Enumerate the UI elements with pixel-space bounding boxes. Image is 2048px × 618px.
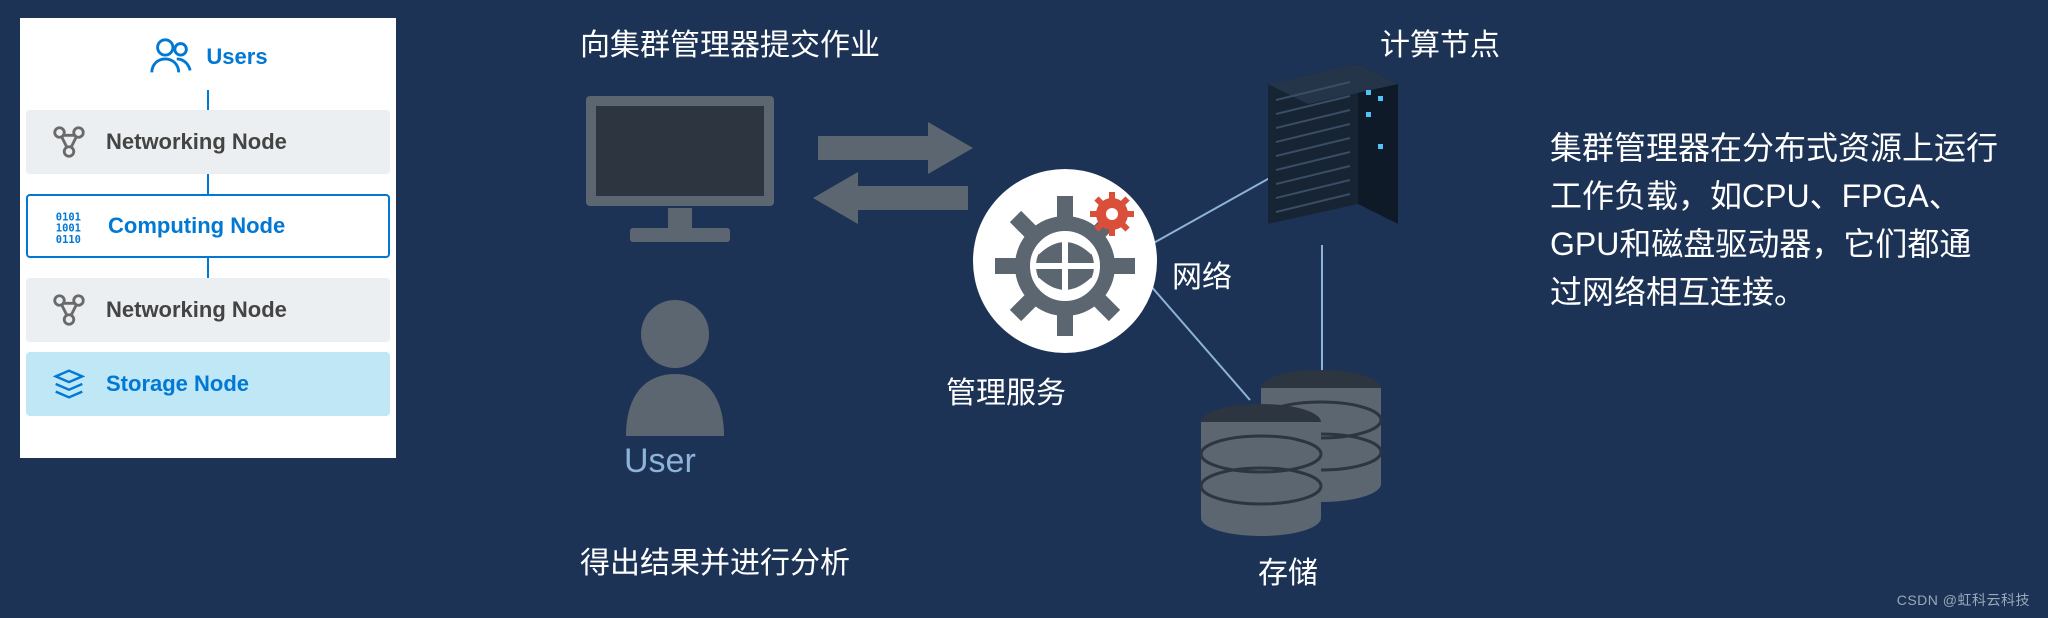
net-icon: [50, 291, 88, 329]
label-storage: 存储: [1258, 548, 1318, 592]
net-icon: [50, 123, 88, 161]
description-paragraph: 集群管理器在分布式资源上运行工作负载，如CPU、FPGA、GPU和磁盘驱动器，它…: [1550, 124, 2000, 316]
label-network: 网络: [1172, 252, 1232, 296]
label-submit: 向集群管理器提交作业: [580, 20, 880, 64]
node-label: Networking Node: [106, 297, 287, 323]
label-compute: 计算节点: [1380, 20, 1500, 64]
storage-icon: [1196, 366, 1396, 546]
server-icon: [1228, 54, 1408, 244]
monitor-icon: [580, 90, 780, 250]
stack-icon: [50, 365, 88, 403]
watermark: CSDN @虹科云科技: [1897, 590, 2030, 610]
arrows-icon: [808, 118, 978, 228]
user-icon: [616, 296, 734, 436]
svg-text:0101: 0101: [56, 211, 81, 223]
users-icon: [148, 34, 194, 80]
node-networking-1: Networking Node: [26, 110, 390, 174]
label-result: 得出结果并进行分析: [580, 538, 850, 582]
connector: [207, 174, 209, 194]
node-label: Storage Node: [106, 371, 249, 397]
binary-icon: 010110010110: [52, 207, 90, 245]
label-mgmt: 管理服务: [946, 368, 1066, 412]
node-networking-2: Networking Node: [26, 278, 390, 342]
users-header: Users: [26, 24, 390, 90]
svg-text:0110: 0110: [56, 234, 81, 245]
label-user: User: [624, 442, 696, 481]
svg-text:1001: 1001: [56, 223, 81, 235]
node-computing: 010110010110 Computing Node: [26, 194, 390, 258]
node-storage: Storage Node: [26, 352, 390, 416]
management-gear-icon: [970, 166, 1160, 356]
connector: [207, 90, 209, 110]
node-label: Networking Node: [106, 129, 287, 155]
connector: [207, 258, 209, 278]
users-label: Users: [206, 44, 267, 70]
node-label: Computing Node: [108, 213, 285, 239]
node-panel: Users Networking Node 010110010110 Compu…: [20, 18, 396, 458]
